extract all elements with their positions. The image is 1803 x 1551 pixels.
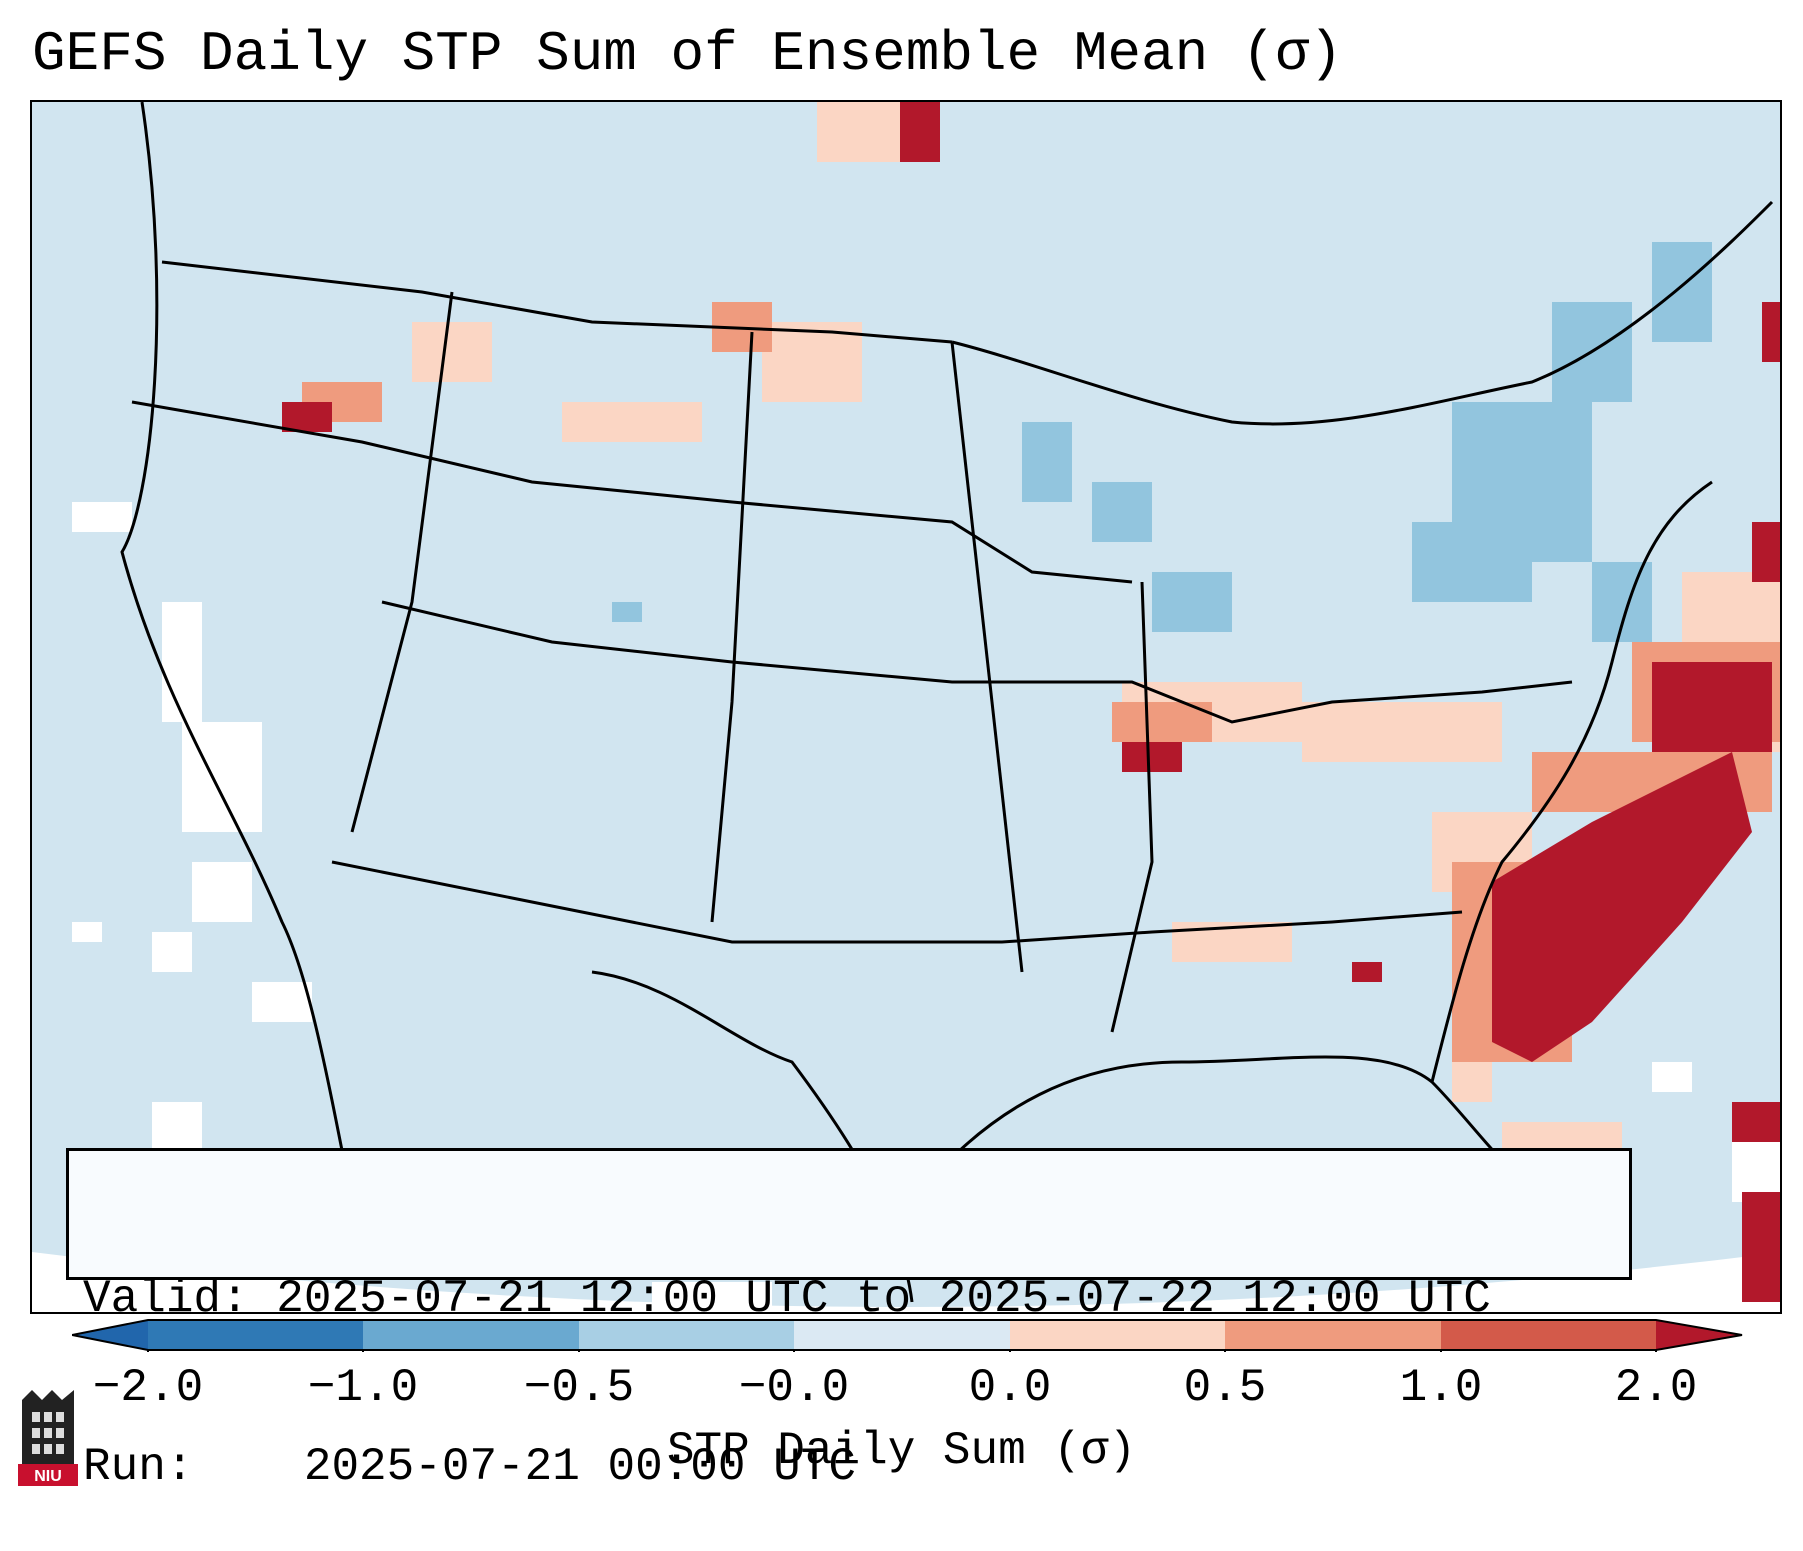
valid-line: Valid: 2025-07-21 12:00 UTC to 2025-07-2… xyxy=(83,1271,1615,1327)
strong-positive-areas xyxy=(282,102,1780,1302)
colorbar-extend-high xyxy=(1656,1320,1742,1350)
negative-anomaly-areas xyxy=(612,242,1712,642)
niu-logo: NIU xyxy=(18,1390,78,1486)
chart-title: GEFS Daily STP Sum of Ensemble Mean (σ) xyxy=(32,22,1343,86)
colorbar-segment xyxy=(579,1320,794,1350)
canada-border-east xyxy=(951,200,1774,426)
northern-tier-boundary xyxy=(131,400,1133,584)
valid-run-info-box: Valid: 2025-07-21 12:00 UTC to 2025-07-2… xyxy=(66,1148,1632,1493)
southern-boundary xyxy=(331,860,1463,944)
colorbar-label: STP Daily Sum (σ) xyxy=(666,1425,1137,1477)
colorbar-segment xyxy=(363,1320,579,1350)
colorbar-extend-low xyxy=(72,1320,148,1350)
colorbar-tick-label: 1.0 xyxy=(1399,1362,1483,1414)
run-value: 2025-07-21 00:00 UTC xyxy=(303,1441,856,1493)
colorbar-ticks xyxy=(147,1350,1657,1352)
nv-ca-line xyxy=(350,291,454,833)
mississippi-line xyxy=(950,341,1024,973)
map-svg xyxy=(32,102,1780,1312)
colorbar-tick-label: −0.0 xyxy=(738,1362,850,1414)
colorbar-tick-label: −2.0 xyxy=(92,1362,204,1414)
run-line: Run: 2025-07-21 00:00 UTC xyxy=(83,1439,1615,1495)
canada-border-west xyxy=(161,260,953,344)
colorbar-tick-label: 2.0 xyxy=(1614,1362,1698,1414)
gulf-coastline xyxy=(910,1055,1553,1204)
ms-al-line xyxy=(1110,581,1154,1033)
map-panel xyxy=(30,100,1782,1314)
valid-label: Valid: xyxy=(83,1273,249,1325)
co-line xyxy=(710,331,754,923)
colorbar xyxy=(72,1319,1743,1352)
logo-badge xyxy=(18,1464,78,1486)
colorbar-tick-label: −1.0 xyxy=(307,1362,419,1414)
colorbar-tick-label: 0.0 xyxy=(968,1362,1052,1414)
atlantic-coastline xyxy=(1430,480,1713,1083)
map-background xyxy=(32,102,1780,1307)
colorbar-tick-label: −0.5 xyxy=(523,1362,635,1414)
colorbar-segment xyxy=(148,1320,363,1350)
boundaries xyxy=(120,102,1774,1303)
colorbar-segment xyxy=(1010,1320,1225,1350)
central-boundary xyxy=(381,600,1573,724)
colorbar-segment xyxy=(794,1320,1010,1350)
colorbar-tick-label: 0.5 xyxy=(1183,1362,1267,1414)
valid-value: 2025-07-21 12:00 UTC to 2025-07-22 12:00… xyxy=(276,1273,1491,1325)
west-coastline xyxy=(120,102,364,1253)
logo-text: NIU xyxy=(34,1468,62,1485)
colorbar-segment xyxy=(1441,1320,1656,1350)
run-label: Run: xyxy=(83,1441,194,1493)
colorbar-segment xyxy=(1225,1320,1441,1350)
